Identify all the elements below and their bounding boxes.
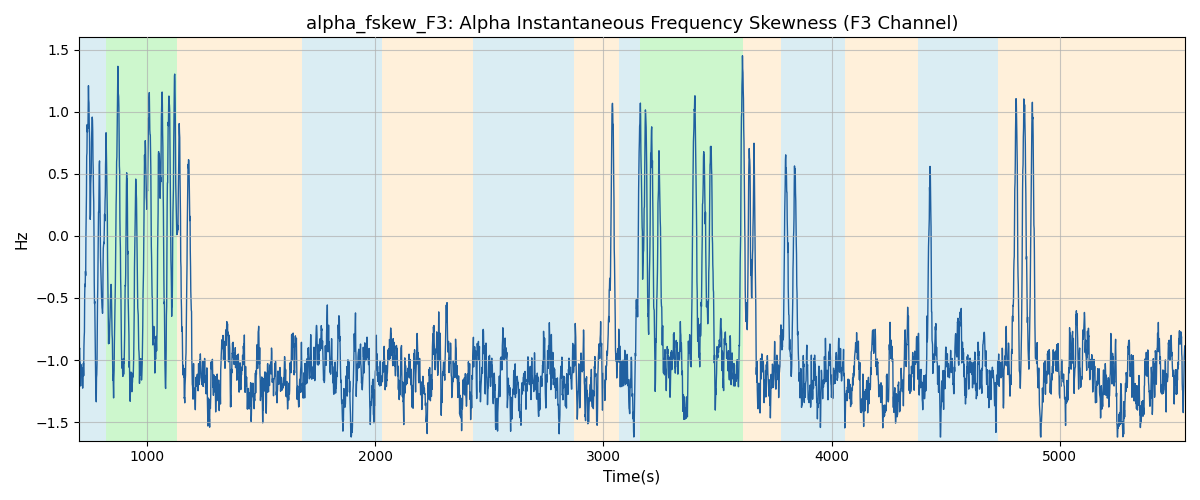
Bar <box>640 38 743 440</box>
Title: alpha_fskew_F3: Alpha Instantaneous Frequency Skewness (F3 Channel): alpha_fskew_F3: Alpha Instantaneous Freq… <box>306 15 959 34</box>
Bar <box>302 38 383 440</box>
Bar <box>574 38 619 440</box>
Bar <box>781 38 845 440</box>
Y-axis label: Hz: Hz <box>14 230 30 249</box>
X-axis label: Time(s): Time(s) <box>604 470 660 485</box>
Bar <box>845 38 918 440</box>
Bar <box>743 38 781 440</box>
Bar <box>383 38 474 440</box>
Bar <box>619 38 640 440</box>
Bar <box>918 38 998 440</box>
Bar <box>176 38 302 440</box>
Bar <box>998 38 1186 440</box>
Bar <box>474 38 574 440</box>
Bar <box>107 38 176 440</box>
Bar <box>79 38 107 440</box>
